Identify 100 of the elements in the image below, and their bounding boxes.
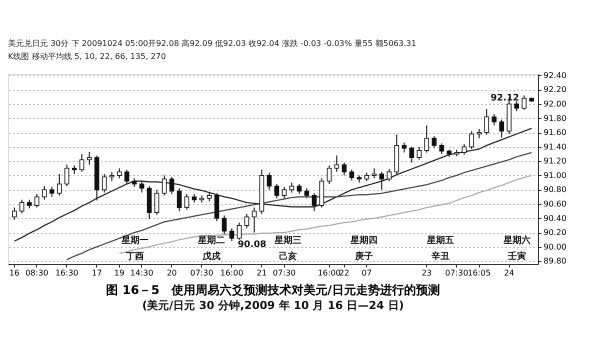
y-tick-label: 91.60 [544, 128, 566, 138]
text: K线图 移动平均线 5, 10, 22, 66, 135, 270 [8, 52, 166, 61]
candlestick [214, 192, 220, 222]
x-tick-label: 07:30 [190, 268, 214, 278]
x-tick-label: 07:30 [445, 268, 468, 278]
x-tick-label: 07 [362, 268, 372, 278]
annotation: 92.12 [490, 93, 520, 104]
y-tick-label: 91.20 [544, 156, 566, 166]
candlestick [296, 184, 302, 194]
candlestick [64, 164, 70, 187]
candlestick [176, 188, 182, 212]
text: 图 16－5 使用周易六爻预测技术对美元/日元走势进行的预测 [106, 283, 440, 297]
y-tick-label: 90.40 [544, 214, 566, 223]
x-tick-label: 14:30 [130, 268, 154, 278]
candlestick [522, 94, 527, 110]
candlestick [19, 199, 24, 214]
x-tick-label: 24 [504, 268, 514, 278]
candlestick [439, 142, 444, 154]
candlestick [409, 146, 414, 164]
y-tick-label: 92.20 [544, 85, 566, 94]
candlestick [416, 146, 422, 160]
candlestick [372, 168, 377, 179]
candlestick [42, 186, 47, 200]
candlestick [266, 172, 272, 190]
y-tick-label: 89.80 [544, 256, 566, 266]
annotation: 星期四 [350, 235, 378, 246]
candlestick [229, 228, 234, 242]
x-tick-label: 23 [422, 268, 432, 278]
annotation: 己亥 [278, 251, 297, 262]
candlestick [492, 114, 497, 126]
annotation: 星期一 [120, 235, 149, 246]
candlestick [289, 182, 294, 194]
candlestick [12, 207, 17, 220]
candlestick [379, 171, 384, 190]
x-tick-label: 17 [92, 268, 102, 278]
x-tick-label: 07:30 [272, 268, 296, 278]
annotation: 壬寅 [506, 251, 526, 262]
annotation: 戊戌 [202, 251, 221, 262]
candlestick [342, 162, 347, 176]
candlestick [386, 168, 392, 182]
annotation: 90.08 [238, 240, 266, 250]
candlestick [274, 184, 280, 199]
candlestick [312, 192, 317, 212]
y-tick-label: 90.00 [544, 242, 566, 252]
candlestick [124, 169, 130, 184]
annotation: 星期五 [426, 235, 454, 246]
annotation: 星期二 [197, 235, 226, 246]
line-series [66, 152, 532, 260]
candlestick [162, 174, 167, 196]
candlestick [349, 169, 354, 181]
x-tick-label: 16:00 [318, 268, 341, 278]
annotation: 星期六 [502, 235, 530, 246]
y-tick-label: 91.80 [544, 114, 566, 123]
y-tick-label: 91.00 [544, 170, 566, 180]
candlestick [402, 142, 407, 154]
y-tick-label: 92.40 [544, 70, 566, 80]
candlestick [169, 176, 174, 194]
candlestick [484, 108, 490, 136]
text: (美元/日元 30 分钟,2009 年 10 月 16 日—24 日) [142, 299, 404, 312]
candlestick [462, 144, 467, 156]
x-tick-label: 22 [339, 268, 350, 278]
candlestick [514, 100, 520, 112]
candlestick [469, 130, 474, 150]
candlestick [432, 136, 437, 149]
candlestick [56, 174, 62, 196]
annotation: 丁酉 [125, 251, 144, 262]
annotation: 庚子 [354, 251, 374, 262]
y-tick-label: 91.40 [544, 142, 566, 152]
candlestick [476, 128, 482, 139]
y-tick-label: 90.20 [544, 228, 566, 238]
candlestick [34, 194, 40, 208]
annotation: 辛丑 [430, 251, 450, 262]
candlestick [326, 164, 332, 184]
x-tick-label: 16 [9, 268, 20, 278]
candlestick [49, 186, 54, 198]
candlestick [222, 214, 227, 234]
candlestick [139, 180, 144, 194]
candlestick [109, 171, 114, 182]
x-tick-label: 16:30 [55, 268, 78, 278]
candlestick [424, 124, 430, 154]
candlestick [304, 188, 310, 199]
x-tick-label: 21 [256, 268, 267, 278]
candlestick [236, 222, 242, 240]
x-tick-label: 20 [166, 268, 177, 278]
candlestick [154, 189, 160, 216]
x-tick-label: 08:30 [25, 268, 48, 278]
text: 美元兑日元 30分 下 20091024 05:00开92.08 高92.09 低92.03 收92.04 涨跌 -0.03 -0.03% 量55 额5063.31 [8, 39, 416, 48]
candlestick [499, 119, 504, 138]
candlestick [282, 186, 287, 199]
candlestick [116, 168, 122, 179]
candlestick [79, 154, 84, 172]
x-tick-label: 16:00 [220, 268, 244, 278]
candlestick [252, 207, 257, 234]
candlestick [86, 151, 92, 166]
annotation: 星期三 [273, 235, 302, 246]
y-tick-label: 90.80 [544, 185, 566, 194]
y-tick-label: 92.00 [544, 100, 566, 108]
candlestick [102, 174, 107, 194]
x-tick-label: 19 [114, 268, 124, 278]
candlestick [244, 214, 250, 229]
